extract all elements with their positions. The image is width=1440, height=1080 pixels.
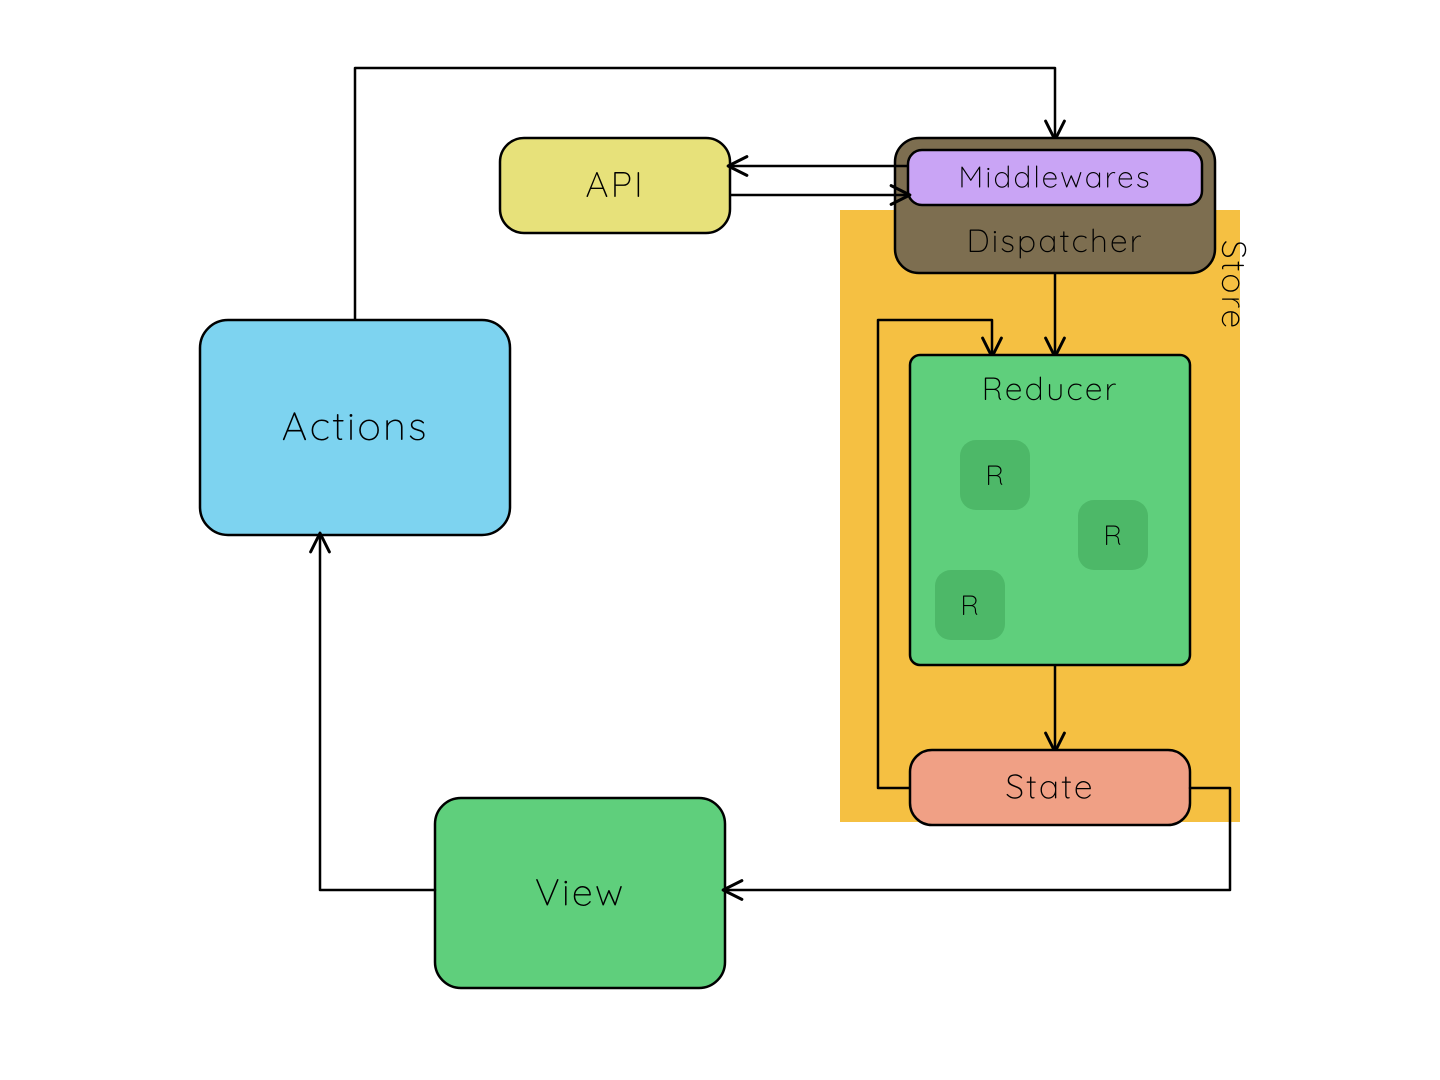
api-mw-edges — [730, 166, 908, 195]
middlewares-label: Middlewares — [958, 158, 1151, 196]
api-node: API — [500, 138, 730, 233]
redux-flow-diagram: Store Actions API Dispatcher Middlewares — [0, 0, 1440, 1080]
api-label: API — [585, 161, 644, 206]
dispatcher-node: Dispatcher Middlewares — [895, 138, 1215, 273]
actions-node: Actions — [200, 320, 510, 535]
sub-reducer-2-label: R — [1103, 517, 1123, 552]
sub-reducer-2: R — [1078, 500, 1148, 570]
store-label: Store — [1213, 240, 1256, 330]
reducer-label: Reducer — [982, 368, 1119, 408]
dispatcher-label: Dispatcher — [967, 220, 1144, 260]
view-node: View — [435, 798, 725, 988]
sub-reducer-3-label: R — [960, 587, 980, 622]
view-label: View — [535, 868, 625, 916]
reducer-node: Reducer R R R — [910, 355, 1190, 665]
state-label: State — [1005, 765, 1094, 808]
edge-view-to-actions — [320, 535, 435, 890]
sub-reducer-1-label: R — [985, 457, 1005, 492]
state-node: State — [910, 750, 1190, 825]
sub-reducer-1: R — [960, 440, 1030, 510]
actions-label: Actions — [282, 400, 429, 450]
sub-reducer-3: R — [935, 570, 1005, 640]
